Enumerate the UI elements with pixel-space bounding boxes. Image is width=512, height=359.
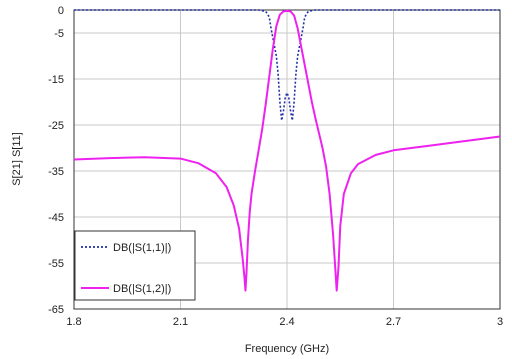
series-line-s12	[73, 9, 501, 292]
y-tick-label: -65	[48, 304, 64, 316]
y-tick-label: -35	[48, 166, 64, 178]
y-tick-label: -45	[48, 212, 64, 224]
x-tick-label: 2.7	[386, 316, 401, 328]
y-tick-label: -25	[48, 120, 64, 132]
y-axis-label: S[21] S[11]	[11, 132, 23, 186]
x-tick-label: 2.1	[173, 316, 188, 328]
legend-label-s11: DB(|S(1,1)|)	[113, 242, 171, 254]
tick-labels: 0 -5 -15 -25 -35 -45 -55 -651.8 2.1 2.4 2.7 3	[48, 5, 503, 328]
legend: DB(|S(1,1)|) DB(|S(1,2)|)	[74, 230, 196, 301]
y-tick-label: -55	[48, 258, 64, 270]
series-group	[73, 9, 501, 292]
x-tick-label: 2.4	[279, 316, 294, 328]
x-axis-label: Frequency (GHz)	[245, 343, 329, 355]
y-tick-label: 0	[58, 5, 64, 17]
y-tick-label: -5	[54, 28, 64, 40]
x-tick-label: 1.8	[66, 316, 81, 328]
legend-label-s12: DB(|S(1,2)|)	[113, 283, 171, 295]
x-tick-label: 3	[497, 316, 503, 328]
y-tick-label: -15	[48, 74, 64, 86]
